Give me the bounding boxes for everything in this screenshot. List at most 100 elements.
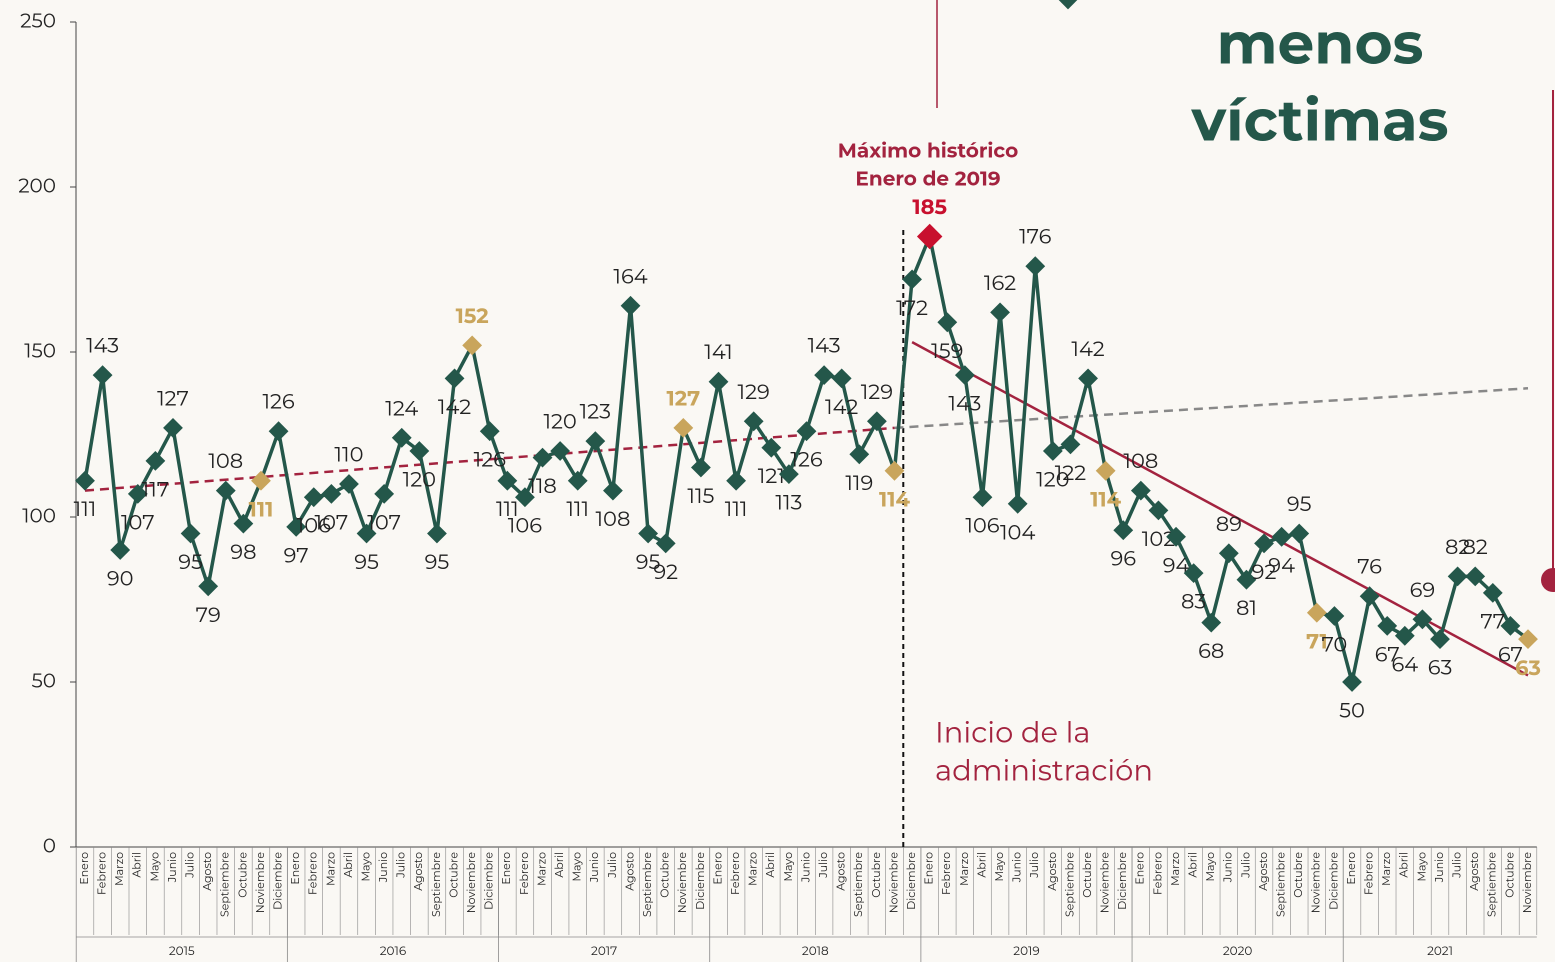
point xyxy=(1271,526,1292,547)
point xyxy=(92,365,113,385)
data-label: 122 xyxy=(1055,461,1087,486)
x-tick-label: Octubre xyxy=(1291,852,1305,898)
point xyxy=(1113,520,1134,541)
data-label: 120 xyxy=(403,468,436,493)
x-tick-label: Abril xyxy=(763,852,777,878)
point xyxy=(374,484,395,504)
year-label: 2015 xyxy=(169,944,195,959)
data-label: 111 xyxy=(566,497,589,522)
data-label: 172 xyxy=(896,296,928,321)
annotation: Enero de 2019 xyxy=(855,167,1000,191)
x-tick-label: Junio xyxy=(1221,852,1235,883)
point xyxy=(1342,672,1362,692)
data-label: 95 xyxy=(178,550,203,575)
x-tick-label: Diciembre xyxy=(693,852,707,910)
data-label: 64 xyxy=(1391,652,1418,677)
point xyxy=(603,480,623,501)
data-label: 95 xyxy=(354,550,379,575)
x-tick-label: Diciembre xyxy=(904,852,918,910)
data-label: 142 xyxy=(438,395,471,420)
point xyxy=(427,523,447,544)
point xyxy=(708,371,729,392)
x-tick-label: Noviembre xyxy=(886,852,900,914)
data-label: 111 xyxy=(249,497,274,522)
x-tick-label: Febrero xyxy=(306,852,320,895)
point xyxy=(1166,526,1186,547)
x-tick-label: Mayo xyxy=(1203,852,1217,882)
data-label: 113 xyxy=(775,491,802,516)
data-label: 67 xyxy=(1375,642,1400,667)
data-label: 107 xyxy=(367,510,401,535)
data-label: 97 xyxy=(284,543,309,568)
annotation: Inicio de la xyxy=(935,716,1091,751)
point xyxy=(761,437,782,458)
point xyxy=(954,365,975,385)
x-tick-label: Junio xyxy=(1010,852,1024,883)
point xyxy=(796,421,817,442)
data-label: 127 xyxy=(666,387,700,412)
y-tick-label: 0 xyxy=(43,834,56,858)
point xyxy=(673,418,694,438)
x-tick-label: Mayo xyxy=(358,852,372,882)
point xyxy=(1254,533,1274,554)
data-label: 143 xyxy=(86,334,119,359)
data-label: 95 xyxy=(1287,492,1312,517)
y-tick-label: 100 xyxy=(22,504,56,528)
data-label: 118 xyxy=(528,474,557,499)
x-tick-label: Julio xyxy=(182,852,196,879)
data-label: 76 xyxy=(1357,555,1382,580)
headline: menos xyxy=(1217,8,1424,79)
x-tick-label: Abril xyxy=(974,852,988,878)
point xyxy=(1324,606,1345,626)
point xyxy=(444,368,465,389)
point xyxy=(1482,583,1503,603)
data-label: 124 xyxy=(385,396,418,421)
point xyxy=(916,223,943,250)
data-label: 98 xyxy=(230,540,256,565)
data-label: 50 xyxy=(1339,699,1365,724)
point xyxy=(497,470,518,491)
x-tick-label: Noviembre xyxy=(675,852,689,914)
data-label: 70 xyxy=(1321,633,1347,658)
data-label: 95 xyxy=(636,550,661,575)
x-tick-label: Octubre xyxy=(446,852,460,898)
data-label: 126 xyxy=(790,448,822,473)
year-label: 2019 xyxy=(1013,944,1039,959)
x-tick-label: Enero xyxy=(288,852,302,885)
data-label: 121 xyxy=(758,464,785,489)
data-label: 120 xyxy=(1036,468,1069,493)
x-tick-label: Julio xyxy=(816,852,830,879)
data-label: 127 xyxy=(157,386,189,411)
data-label: 152 xyxy=(456,304,489,329)
data-label: 129 xyxy=(861,380,893,405)
point xyxy=(1465,566,1486,587)
point xyxy=(1289,523,1310,544)
point xyxy=(831,368,852,389)
x-tick-label: Octubre xyxy=(1502,852,1516,898)
point xyxy=(1394,625,1415,646)
decor-dot xyxy=(1541,568,1555,592)
point xyxy=(691,457,711,478)
x-tick-label: Septiembre xyxy=(218,852,232,917)
point xyxy=(1447,566,1468,587)
x-tick-label: Octubre xyxy=(658,852,672,898)
data-label: 111 xyxy=(74,497,97,522)
data-label: 164 xyxy=(613,264,647,289)
year-label: 2017 xyxy=(591,944,617,959)
point xyxy=(1518,629,1538,649)
x-tick-label: Junio xyxy=(1432,852,1446,883)
data-label: 67 xyxy=(1498,642,1523,667)
x-tick-label: Mayo xyxy=(992,852,1006,882)
data-label: 106 xyxy=(965,514,999,539)
data-label: 162 xyxy=(984,271,1016,296)
x-tick-label: Enero xyxy=(710,852,724,885)
point xyxy=(356,523,377,544)
x-tick-label: Febrero xyxy=(1150,852,1164,895)
x-tick-label: Octubre xyxy=(235,852,249,898)
data-label: 142 xyxy=(1071,337,1104,362)
x-tick-label: Agosto xyxy=(834,852,848,891)
x-tick-label: Agosto xyxy=(200,852,214,891)
x-tick-label: Mayo xyxy=(1414,852,1428,882)
data-label: 71 xyxy=(1306,629,1327,654)
